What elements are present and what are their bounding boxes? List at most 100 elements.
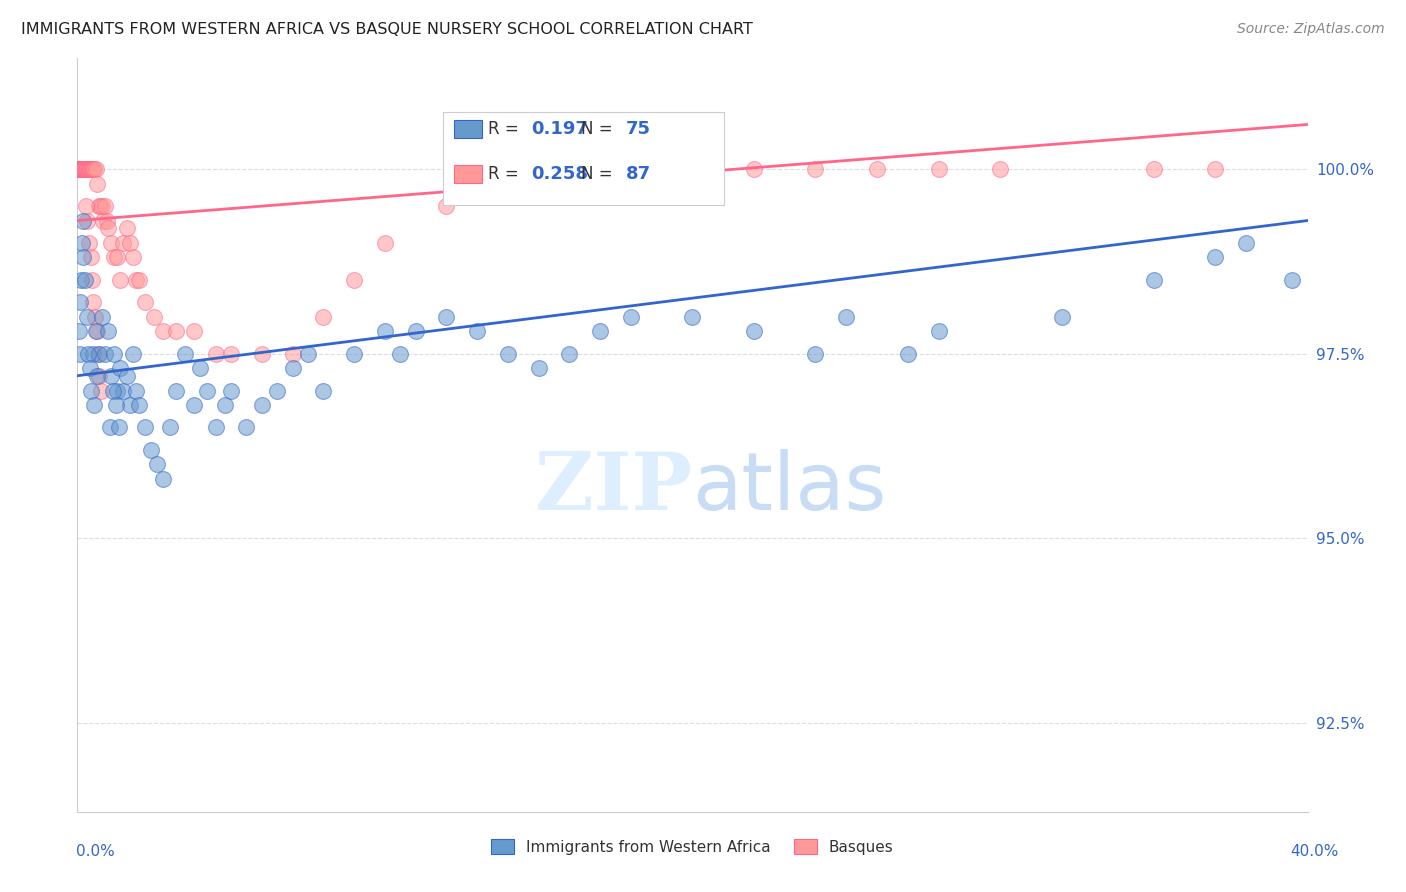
Point: [77, 235, 100, 250]
Point: [266, 384, 288, 398]
Point: [72, 161, 94, 176]
Point: [804, 161, 827, 176]
Point: [70, 161, 93, 176]
Point: [94, 346, 117, 360]
Point: [143, 310, 166, 324]
Point: [118, 398, 141, 412]
Point: [77, 346, 100, 360]
Point: [204, 346, 226, 360]
Point: [69, 161, 91, 176]
Point: [620, 310, 643, 324]
Point: [70, 161, 93, 176]
Point: [183, 398, 205, 412]
Point: [70, 161, 93, 176]
Point: [835, 310, 858, 324]
Point: [97, 221, 120, 235]
Point: [100, 235, 122, 250]
Point: [87, 346, 110, 360]
Point: [558, 161, 581, 176]
Point: [94, 199, 117, 213]
Point: [93, 213, 115, 227]
Point: [312, 384, 335, 398]
Point: [83, 398, 105, 412]
Text: R =: R =: [488, 120, 524, 138]
Point: [80, 161, 103, 176]
Point: [128, 273, 150, 287]
Point: [67, 161, 90, 176]
Point: [79, 251, 101, 265]
Point: [112, 235, 135, 250]
Point: [79, 161, 101, 176]
Point: [988, 161, 1011, 176]
Point: [72, 161, 94, 176]
Text: N =: N =: [581, 165, 617, 183]
Point: [134, 420, 156, 434]
Point: [804, 346, 827, 360]
Text: R =: R =: [488, 165, 524, 183]
Point: [312, 310, 335, 324]
Point: [82, 161, 104, 176]
Point: [69, 161, 91, 176]
Point: [80, 273, 103, 287]
Point: [76, 161, 98, 176]
Point: [86, 177, 108, 191]
Point: [89, 199, 111, 213]
Point: [73, 273, 96, 287]
Point: [188, 361, 212, 376]
Point: [281, 361, 304, 376]
Point: [108, 420, 131, 434]
Point: [1204, 251, 1226, 265]
Point: [96, 213, 118, 227]
Point: [73, 161, 96, 176]
Point: [682, 310, 704, 324]
Point: [141, 442, 163, 457]
Text: atlas: atlas: [693, 449, 887, 526]
Point: [73, 161, 96, 176]
Point: [527, 361, 550, 376]
Point: [121, 346, 143, 360]
Point: [66, 161, 89, 176]
Point: [67, 161, 90, 176]
Point: [105, 384, 128, 398]
Point: [72, 213, 94, 227]
Point: [115, 368, 138, 383]
Point: [84, 325, 107, 339]
Point: [103, 346, 125, 360]
Point: [86, 325, 108, 339]
Point: [87, 346, 110, 360]
Point: [76, 310, 98, 324]
Point: [77, 161, 100, 176]
Point: [928, 161, 950, 176]
Point: [558, 346, 581, 360]
Point: [104, 398, 127, 412]
Point: [389, 346, 412, 360]
Point: [112, 384, 135, 398]
Point: [67, 161, 90, 176]
Point: [82, 346, 104, 360]
Point: [159, 420, 181, 434]
Point: [1143, 161, 1166, 176]
Point: [496, 161, 519, 176]
Point: [165, 325, 187, 339]
Point: [67, 161, 90, 176]
Point: [97, 325, 120, 339]
Point: [436, 310, 458, 324]
Point: [374, 235, 396, 250]
Point: [1143, 273, 1166, 287]
Point: [90, 199, 114, 213]
Point: [219, 384, 242, 398]
Point: [86, 368, 108, 383]
Point: [928, 325, 950, 339]
Point: [374, 325, 396, 339]
Point: [72, 251, 94, 265]
Point: [75, 161, 97, 176]
Point: [183, 325, 205, 339]
Point: [1204, 161, 1226, 176]
Text: IMMIGRANTS FROM WESTERN AFRICA VS BASQUE NURSERY SCHOOL CORRELATION CHART: IMMIGRANTS FROM WESTERN AFRICA VS BASQUE…: [21, 22, 754, 37]
Point: [70, 161, 93, 176]
Point: [84, 161, 107, 176]
Point: [742, 325, 765, 339]
Point: [214, 398, 236, 412]
Point: [77, 161, 100, 176]
Point: [70, 235, 93, 250]
